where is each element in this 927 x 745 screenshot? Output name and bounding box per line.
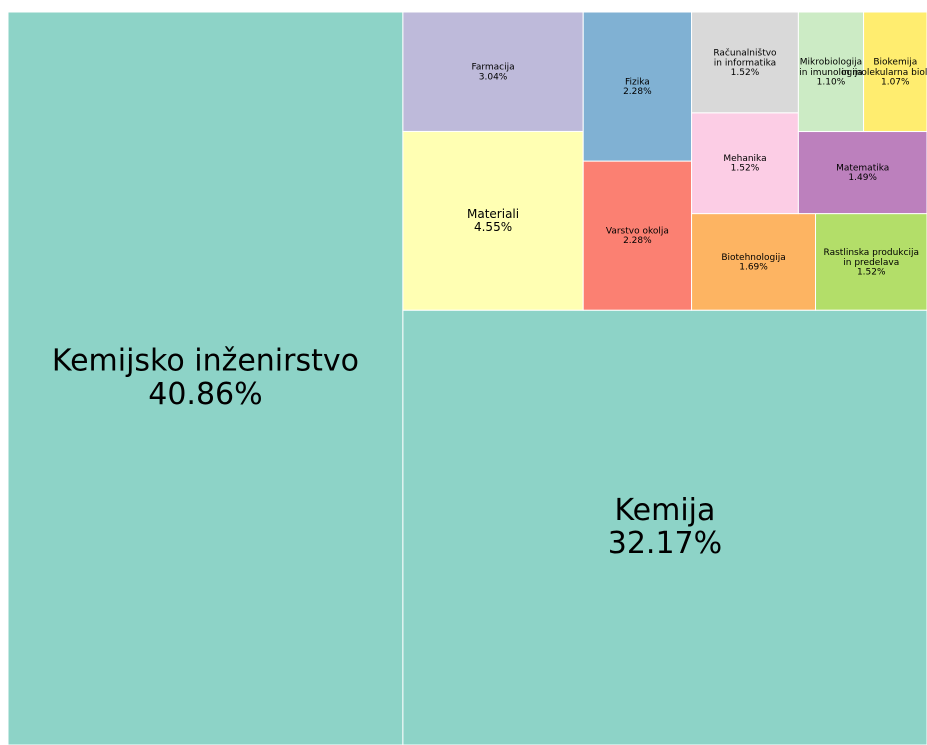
cell-label: Fizika	[625, 77, 650, 87]
cell-label: Kemija	[614, 492, 715, 527]
cell-value-label: 1.69%	[739, 262, 768, 272]
cell-label: Biotehnologija	[721, 252, 785, 262]
cell-label: Farmacija	[471, 62, 514, 72]
cell-label: Mikrobiologija in imunologija	[799, 57, 862, 77]
cell-value-label: 2.28%	[623, 236, 652, 246]
cell-value-label: 1.52%	[857, 267, 886, 277]
cell-label: Materiali	[467, 207, 519, 221]
cell-label: Računalništvo in informatika	[713, 47, 777, 68]
cell-label: Matematika	[836, 163, 889, 173]
cell-label: Mehanika	[723, 154, 766, 164]
cell-value-label: 32.17%	[608, 526, 722, 561]
cell-value-label: 1.52%	[731, 164, 760, 174]
cell-label: Rastlinska produkcija in predelava	[824, 247, 919, 267]
cell-value-label: 1.10%	[817, 77, 846, 87]
treemap-cell	[863, 11, 927, 133]
treemap-cell	[582, 11, 693, 162]
cell-value-label: 40.86%	[148, 377, 262, 412]
cell-value-label: 4.55%	[474, 220, 512, 234]
treemap-cell	[815, 213, 927, 311]
cell-label: Kemijsko inženirstvo	[52, 343, 359, 378]
treemap-cell	[7, 11, 404, 745]
cell-value-label: 1.07%	[881, 77, 910, 87]
cell-value-label: 1.49%	[848, 173, 877, 183]
cell-label: Varstvo okolja	[606, 226, 669, 236]
cell-value-label: 3.04%	[479, 72, 508, 82]
cell-value-label: 1.52%	[731, 68, 760, 78]
treemap-cell	[582, 160, 693, 311]
treemap-cell	[797, 131, 927, 215]
treemap-cell	[402, 11, 584, 132]
treemap-cell	[402, 309, 927, 745]
treemap-cell	[691, 11, 799, 114]
cell-value-label: 2.28%	[623, 87, 652, 97]
